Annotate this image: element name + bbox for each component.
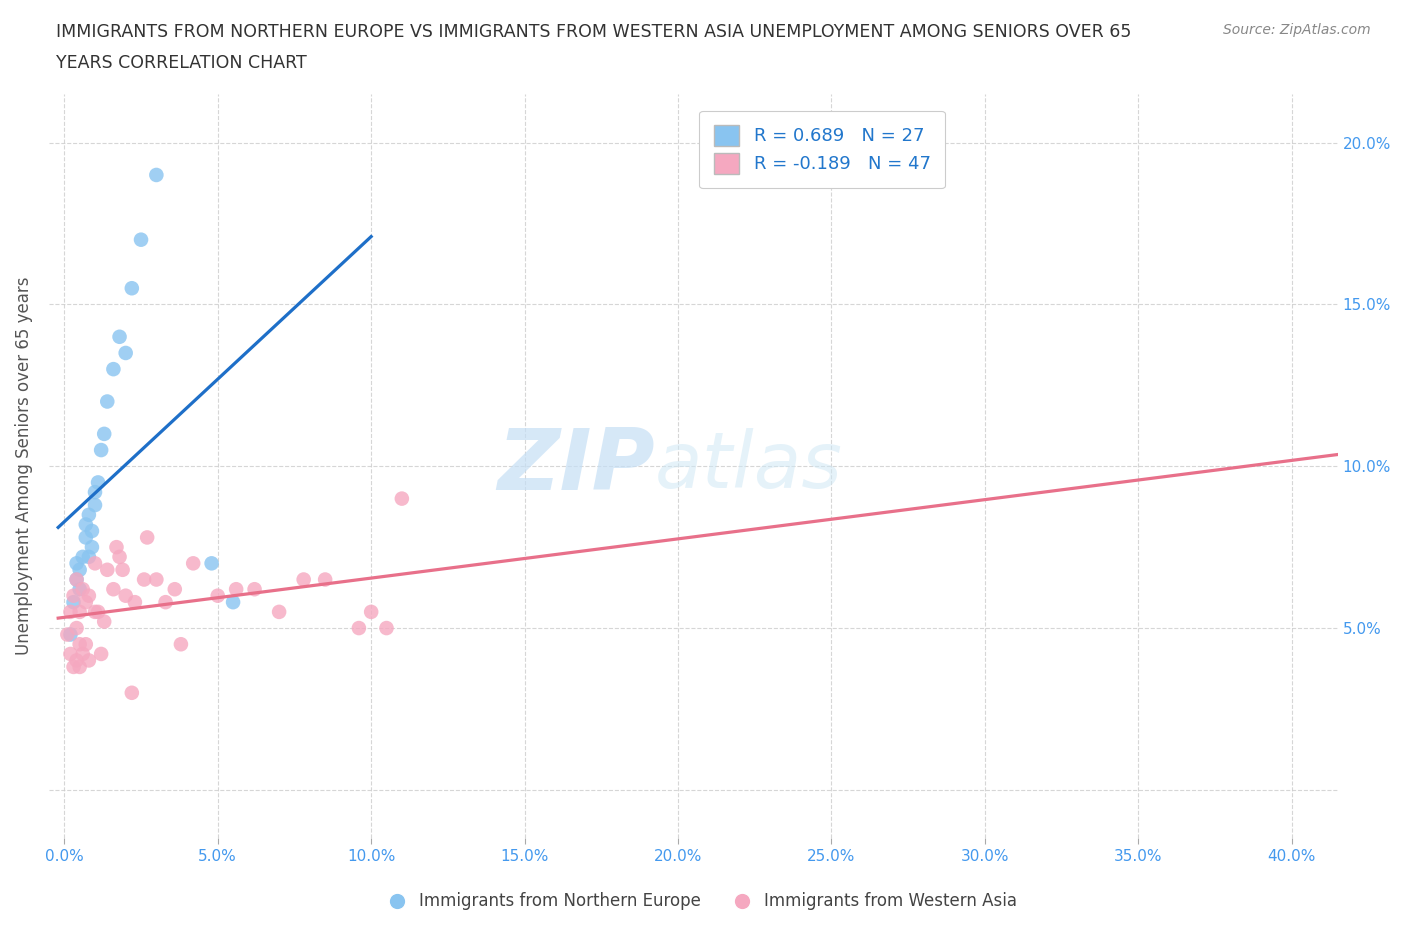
Point: [65, 653, 87, 668]
Point: [347, 620, 370, 635]
Point: [121, 685, 143, 700]
Point: [181, 556, 204, 571]
Point: [69, 604, 91, 619]
Point: [114, 346, 136, 361]
Point: [155, 594, 177, 609]
Point: [62, 594, 84, 609]
Point: [90, 646, 112, 661]
Point: [77, 653, 100, 668]
Point: [77, 508, 100, 523]
Text: Source: ZipAtlas.com: Source: ZipAtlas.com: [1223, 23, 1371, 37]
Text: IMMIGRANTS FROM NORTHERN EUROPE VS IMMIGRANTS FROM WESTERN ASIA UNEMPLOYMENT AMO: IMMIGRANTS FROM NORTHERN EUROPE VS IMMIG…: [56, 23, 1132, 41]
Point: [75, 637, 97, 652]
Point: [170, 637, 193, 652]
Point: [77, 550, 100, 565]
Point: [391, 491, 413, 506]
Point: [72, 550, 94, 565]
Point: [225, 582, 247, 597]
Point: [59, 627, 82, 642]
Point: [375, 620, 398, 635]
Point: [243, 582, 266, 597]
Point: [72, 582, 94, 597]
Point: [105, 539, 128, 554]
Text: atlas: atlas: [655, 428, 842, 504]
Point: [59, 646, 82, 661]
Point: [87, 475, 110, 490]
Point: [84, 604, 107, 619]
Point: [84, 556, 107, 571]
Point: [93, 427, 115, 442]
Point: [96, 563, 118, 578]
Point: [56, 627, 79, 642]
Point: [87, 604, 110, 619]
Point: [72, 646, 94, 661]
Point: [84, 498, 107, 512]
Text: YEARS CORRELATION CHART: YEARS CORRELATION CHART: [56, 54, 307, 72]
Point: [145, 167, 167, 182]
Point: [360, 604, 382, 619]
Point: [69, 659, 91, 674]
Point: [62, 659, 84, 674]
Y-axis label: Unemployment Among Seniors over 65 years: Unemployment Among Seniors over 65 years: [15, 277, 32, 656]
Point: [80, 539, 103, 554]
Point: [65, 556, 87, 571]
Point: [75, 517, 97, 532]
Point: [75, 530, 97, 545]
Point: [108, 329, 131, 344]
Point: [65, 572, 87, 587]
Point: [314, 572, 336, 587]
Point: [121, 281, 143, 296]
Point: [65, 620, 87, 635]
Point: [75, 594, 97, 609]
Point: [96, 394, 118, 409]
Point: [114, 589, 136, 604]
Point: [80, 524, 103, 538]
Point: [163, 582, 186, 597]
Legend: Immigrants from Northern Europe, Immigrants from Western Asia: Immigrants from Northern Europe, Immigra…: [382, 885, 1024, 917]
Point: [59, 604, 82, 619]
Point: [207, 589, 229, 604]
Point: [103, 582, 125, 597]
Point: [136, 530, 159, 545]
Legend: R = 0.689   N = 27, R = -0.189   N = 47: R = 0.689 N = 27, R = -0.189 N = 47: [699, 111, 945, 189]
Point: [129, 232, 152, 247]
Point: [292, 572, 315, 587]
Point: [145, 572, 167, 587]
Point: [111, 563, 134, 578]
Point: [108, 550, 131, 565]
Point: [65, 572, 87, 587]
Point: [69, 582, 91, 597]
Text: ZIP: ZIP: [498, 425, 655, 508]
Point: [84, 485, 107, 499]
Point: [201, 556, 224, 571]
Point: [93, 614, 115, 629]
Point: [269, 604, 291, 619]
Point: [69, 637, 91, 652]
Point: [69, 563, 91, 578]
Point: [77, 589, 100, 604]
Point: [132, 572, 155, 587]
Point: [124, 594, 146, 609]
Point: [222, 594, 245, 609]
Point: [90, 443, 112, 458]
Point: [62, 589, 84, 604]
Point: [103, 362, 125, 377]
